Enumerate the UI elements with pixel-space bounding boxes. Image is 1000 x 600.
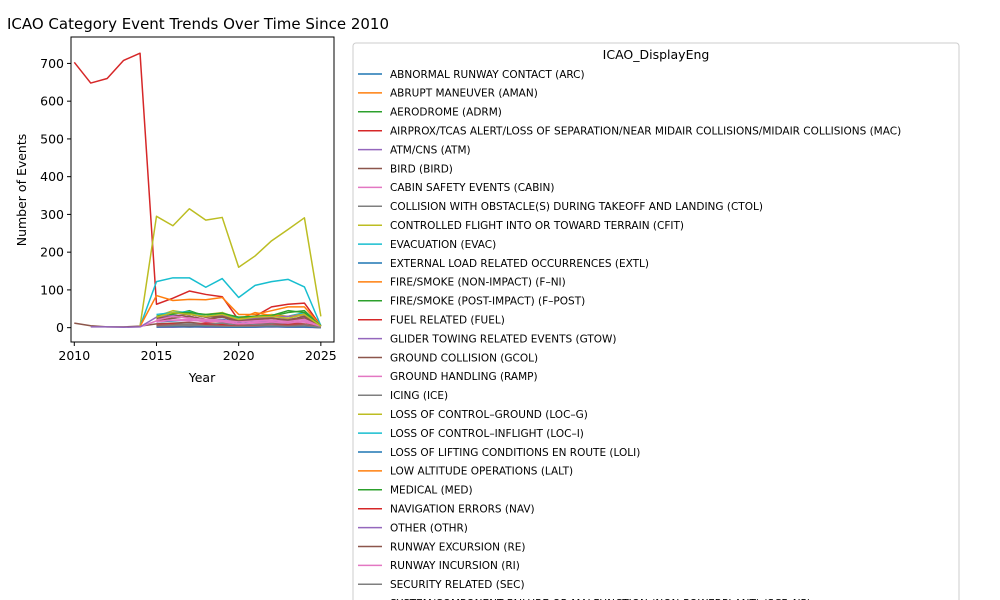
legend-label: RUNWAY INCURSION (RI) bbox=[390, 560, 520, 572]
legend-label: MEDICAL (MED) bbox=[390, 485, 473, 497]
legend-label: FUEL RELATED (FUEL) bbox=[390, 315, 505, 327]
legend-label: ABNORMAL RUNWAY CONTACT (ARC) bbox=[390, 69, 585, 81]
legend-item: FIRE/SMOKE (POST-IMPACT) (F–POST) bbox=[358, 296, 585, 308]
legend-label: FIRE/SMOKE (NON-IMPACT) (F–NI) bbox=[390, 277, 566, 289]
y-tick-label: 700 bbox=[40, 56, 64, 71]
legend-label: AIRPROX/TCAS ALERT/LOSS OF SEPARATION/NE… bbox=[390, 126, 901, 138]
legend-label: SYSTEM/COMPONENT FAILURE OR MALFUNCTION … bbox=[390, 598, 811, 600]
legend-label: CABIN SAFETY EVENTS (CABIN) bbox=[390, 182, 554, 194]
y-tick-label: 200 bbox=[40, 245, 64, 260]
legend-item: RUNWAY EXCURSION (RE) bbox=[358, 541, 525, 553]
legend-label: ICING (ICE) bbox=[390, 390, 448, 402]
y-tick-label: 0 bbox=[56, 320, 64, 335]
y-axis: 0 100 200 300 400 500 600 700 bbox=[40, 56, 71, 335]
legend-label: CONTROLLED FLIGHT INTO OR TOWARD TERRAIN… bbox=[390, 220, 684, 232]
legend-item: FUEL RELATED (FUEL) bbox=[358, 315, 505, 327]
series-line-28 bbox=[156, 311, 322, 327]
legend-item: SECURITY RELATED (SEC) bbox=[358, 579, 525, 591]
legend-item: CONTROLLED FLIGHT INTO OR TOWARD TERRAIN… bbox=[358, 220, 684, 232]
y-tick-label: 100 bbox=[40, 282, 64, 297]
legend-item: LOSS OF LIFTING CONDITIONS EN ROUTE (LOL… bbox=[358, 447, 640, 459]
x-axis-label: Year bbox=[188, 370, 216, 385]
series-line-16 bbox=[156, 319, 322, 328]
legend-item: GLIDER TOWING RELATED EVENTS (GTOW) bbox=[358, 333, 617, 345]
legend-item: GROUND COLLISION (GCOL) bbox=[358, 352, 538, 364]
legend-item: LOSS OF CONTROL–INFLIGHT (LOC–I) bbox=[358, 428, 584, 440]
series-line-22 bbox=[156, 309, 322, 327]
legend-label: EVACUATION (EVAC) bbox=[390, 239, 496, 251]
series-line-20 bbox=[156, 325, 321, 329]
y-tick-label: 300 bbox=[40, 207, 64, 222]
legend-label: GLIDER TOWING RELATED EVENTS (GTOW) bbox=[390, 333, 617, 345]
legend-item: LOSS OF CONTROL–GROUND (LOC–G) bbox=[358, 409, 588, 421]
legend-item: OTHER (OTHR) bbox=[358, 522, 468, 534]
y-tick-label: 600 bbox=[40, 94, 64, 109]
x-tick-label: 2015 bbox=[141, 348, 173, 363]
legend-item: GROUND HANDLING (RAMP) bbox=[358, 371, 538, 383]
legend-item: ABNORMAL RUNWAY CONTACT (ARC) bbox=[358, 69, 585, 81]
legend-item: EVACUATION (EVAC) bbox=[358, 239, 496, 251]
legend-item: CABIN SAFETY EVENTS (CABIN) bbox=[358, 182, 554, 194]
legend-label: BIRD (BIRD) bbox=[390, 163, 453, 175]
legend-item: AIRPROX/TCAS ALERT/LOSS OF SEPARATION/NE… bbox=[358, 126, 901, 138]
x-tick-label: 2025 bbox=[305, 348, 337, 363]
y-tick-label: 500 bbox=[40, 131, 64, 146]
legend-item: NAVIGATION ERRORS (NAV) bbox=[358, 504, 535, 516]
legend-item: ABRUPT MANEUVER (AMAN) bbox=[358, 88, 538, 100]
legend-item: FIRE/SMOKE (NON-IMPACT) (F–NI) bbox=[358, 277, 566, 289]
legend-label: LOSS OF LIFTING CONDITIONS EN ROUTE (LOL… bbox=[390, 447, 640, 459]
series-line-25 bbox=[156, 313, 322, 328]
plot-frame bbox=[70, 36, 335, 343]
legend-label: OTHER (OTHR) bbox=[390, 522, 468, 534]
series-line-3 bbox=[73, 52, 322, 327]
series-line-26 bbox=[156, 315, 322, 328]
legend-title: ICAO_DisplayEng bbox=[603, 47, 710, 62]
legend-label: GROUND COLLISION (GCOL) bbox=[390, 352, 538, 364]
legend-item: SYSTEM/COMPONENT FAILURE OR MALFUNCTION … bbox=[390, 598, 811, 600]
series-line-9 bbox=[139, 277, 322, 327]
legend-item: BIRD (BIRD) bbox=[358, 163, 453, 175]
legend: ICAO_DisplayEng ABNORMAL RUNWAY CONTACT … bbox=[352, 42, 960, 600]
legend-item: LOW ALTITUDE OPERATIONS (LALT) bbox=[358, 466, 573, 478]
legend-label: LOSS OF CONTROL–GROUND (LOC–G) bbox=[390, 409, 588, 421]
x-tick-label: 2010 bbox=[58, 348, 90, 363]
y-axis-label: Number of Events bbox=[14, 134, 29, 247]
legend-item: AERODROME (ADRM) bbox=[358, 107, 502, 119]
series-line-27 bbox=[156, 324, 321, 329]
x-axis: 2010 2015 2020 2025 bbox=[58, 342, 337, 363]
legend-label: GROUND HANDLING (RAMP) bbox=[390, 371, 538, 383]
chart-title: ICAO Category Event Trends Over Time Sin… bbox=[7, 15, 389, 33]
legend-label: SECURITY RELATED (SEC) bbox=[390, 579, 525, 591]
legend-label: LOW ALTITUDE OPERATIONS (LALT) bbox=[390, 466, 573, 478]
series-line-11 bbox=[139, 294, 322, 327]
plot-lines bbox=[73, 52, 322, 329]
legend-label: AERODROME (ADRM) bbox=[390, 107, 502, 119]
legend-label: EXTERNAL LOAD RELATED OCCURRENCES (EXTL) bbox=[390, 258, 649, 270]
legend-item: ICING (ICE) bbox=[358, 390, 448, 402]
x-tick-label: 2020 bbox=[223, 348, 255, 363]
legend-label: COLLISION WITH OBSTACLE(S) DURING TAKEOF… bbox=[390, 201, 763, 213]
legend-item: ATM/CNS (ATM) bbox=[358, 144, 471, 156]
legend-label: NAVIGATION ERRORS (NAV) bbox=[390, 504, 535, 516]
legend-label: LOSS OF CONTROL–INFLIGHT (LOC–I) bbox=[390, 428, 584, 440]
legend-item: RUNWAY INCURSION (RI) bbox=[358, 560, 520, 572]
series-line-8 bbox=[139, 208, 322, 327]
legend-box bbox=[352, 42, 960, 600]
legend-label: ATM/CNS (ATM) bbox=[390, 144, 471, 156]
legend-label: FIRE/SMOKE (POST-IMPACT) (F–POST) bbox=[390, 296, 585, 308]
legend-item: COLLISION WITH OBSTACLE(S) DURING TAKEOF… bbox=[358, 201, 763, 213]
legend-item: MEDICAL (MED) bbox=[358, 485, 473, 497]
legend-label: RUNWAY EXCURSION (RE) bbox=[390, 541, 525, 553]
legend-item: EXTERNAL LOAD RELATED OCCURRENCES (EXTL) bbox=[358, 258, 649, 270]
legend-label: ABRUPT MANEUVER (AMAN) bbox=[390, 88, 538, 100]
legend-items: ABNORMAL RUNWAY CONTACT (ARC) ABRUPT MANE… bbox=[358, 69, 901, 600]
y-tick-label: 400 bbox=[40, 169, 64, 184]
